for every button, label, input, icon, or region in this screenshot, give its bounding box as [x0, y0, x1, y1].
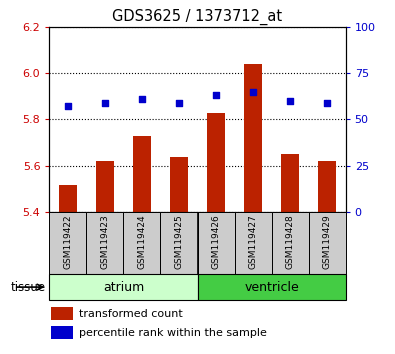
Bar: [318, 161, 337, 212]
Bar: [96, 161, 114, 212]
Point: [324, 100, 330, 105]
Bar: [281, 154, 299, 212]
Point: [139, 96, 145, 102]
Bar: [123, 212, 160, 274]
Bar: [51, 307, 73, 320]
Text: percentile rank within the sample: percentile rank within the sample: [79, 328, 267, 338]
Text: GSM119427: GSM119427: [248, 214, 258, 269]
Bar: [308, 212, 346, 274]
Bar: [58, 184, 77, 212]
Text: atrium: atrium: [103, 281, 144, 293]
Bar: [198, 274, 346, 300]
Bar: [49, 274, 198, 300]
Bar: [170, 157, 188, 212]
Text: GSM119429: GSM119429: [323, 214, 332, 269]
Text: GSM119425: GSM119425: [175, 214, 184, 269]
Text: transformed count: transformed count: [79, 309, 183, 319]
Bar: [133, 136, 151, 212]
Title: GDS3625 / 1373712_at: GDS3625 / 1373712_at: [113, 9, 282, 25]
Text: GSM119424: GSM119424: [137, 214, 147, 269]
Bar: [87, 212, 123, 274]
Point: [250, 89, 256, 95]
Text: tissue: tissue: [10, 281, 45, 293]
Bar: [235, 212, 272, 274]
Bar: [272, 212, 308, 274]
Text: ventricle: ventricle: [244, 281, 299, 293]
Text: GSM119428: GSM119428: [286, 214, 295, 269]
Bar: [207, 113, 225, 212]
Point: [287, 98, 293, 104]
Point: [102, 100, 108, 105]
Text: GSM119423: GSM119423: [100, 214, 109, 269]
Text: GSM119426: GSM119426: [211, 214, 220, 269]
Point: [176, 100, 182, 105]
Bar: [49, 212, 87, 274]
Point: [65, 104, 71, 109]
Bar: [244, 64, 262, 212]
Text: GSM119422: GSM119422: [63, 214, 72, 269]
Bar: [51, 326, 73, 339]
Bar: [160, 212, 198, 274]
Point: [213, 92, 219, 98]
Bar: [198, 212, 235, 274]
